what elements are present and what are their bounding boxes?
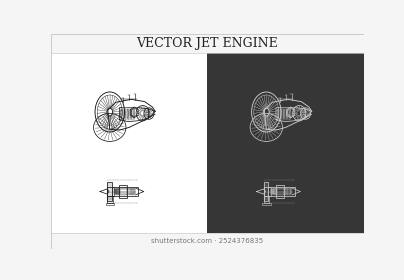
Bar	[120, 185, 127, 198]
Bar	[112, 187, 114, 196]
Bar	[107, 196, 113, 203]
Bar	[107, 187, 138, 196]
Bar	[268, 187, 271, 196]
Bar	[276, 185, 284, 198]
Bar	[263, 196, 269, 203]
Bar	[262, 203, 271, 205]
Bar	[273, 188, 291, 195]
Bar	[50, 53, 207, 233]
Text: VECTOR JET ENGINE: VECTOR JET ENGINE	[136, 37, 278, 50]
Bar	[207, 53, 364, 233]
Bar	[116, 188, 135, 195]
Bar	[107, 182, 112, 201]
Bar	[105, 203, 114, 205]
Bar	[50, 34, 364, 53]
Bar	[263, 187, 295, 196]
Text: shutterstock.com · 2524376835: shutterstock.com · 2524376835	[151, 238, 263, 244]
Bar	[263, 182, 268, 201]
Bar	[50, 233, 364, 249]
